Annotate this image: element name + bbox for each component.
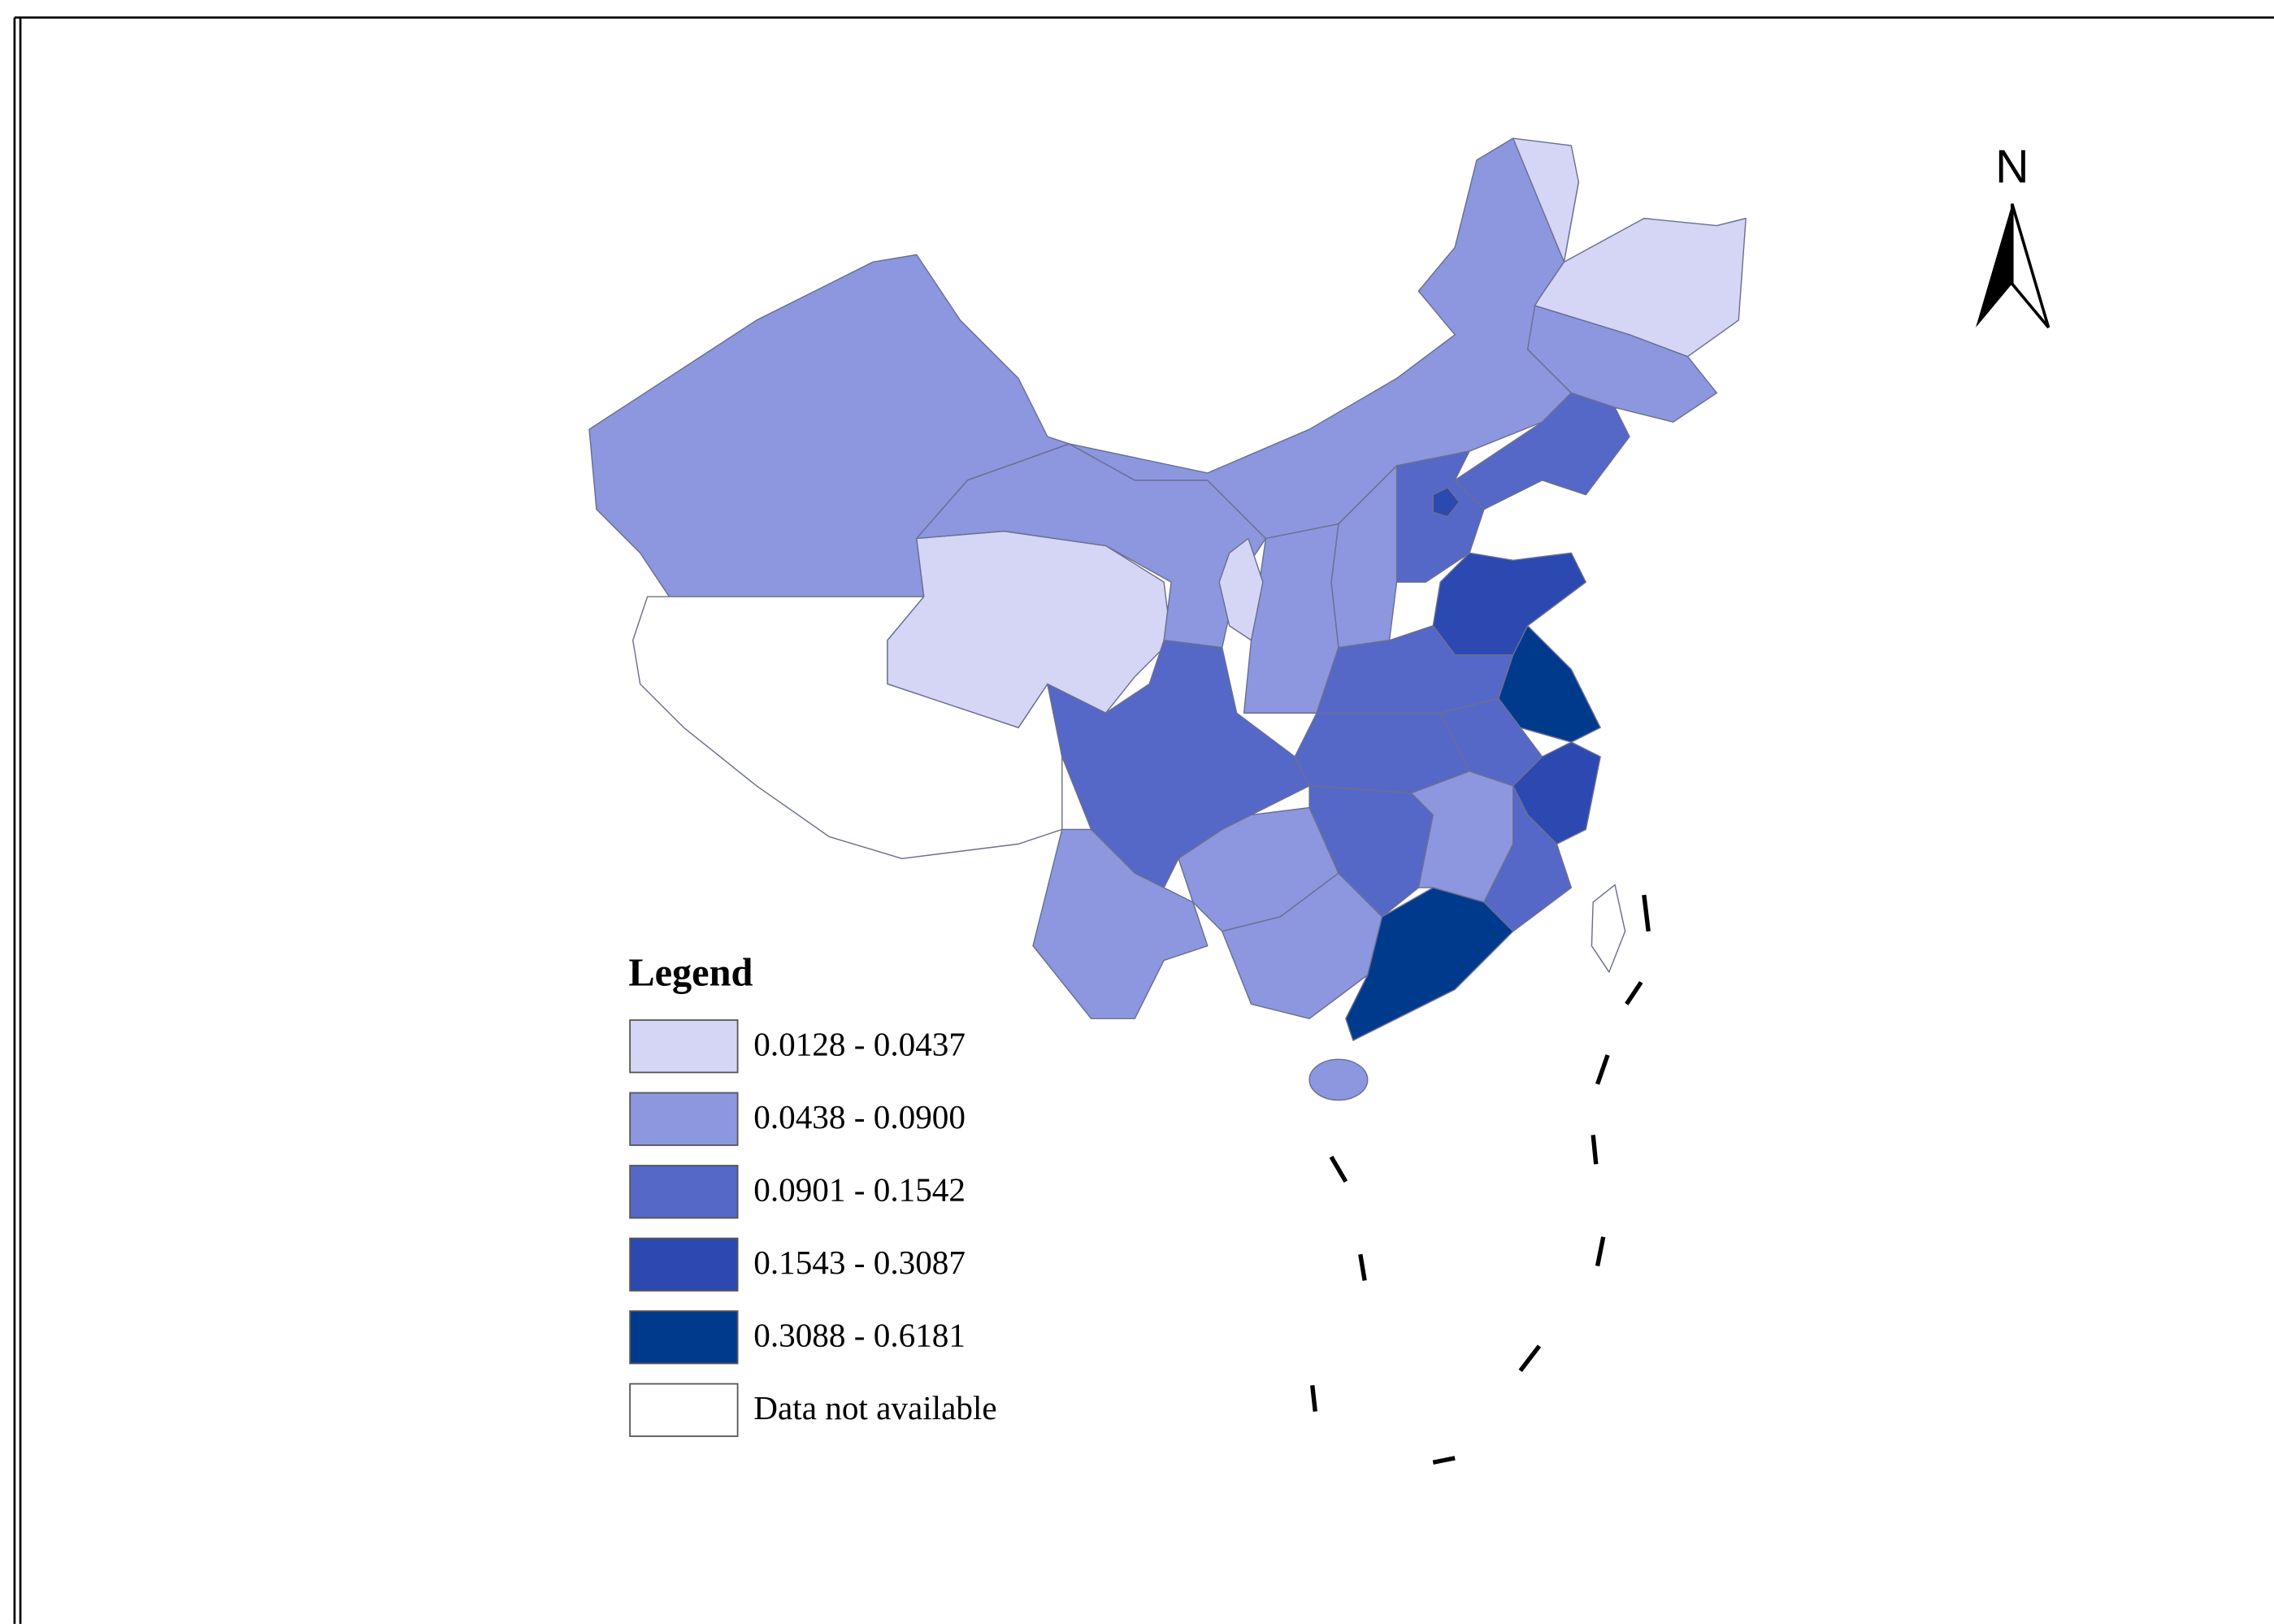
legend-swatch — [629, 1165, 739, 1219]
legend: Legend 0.0128 - 0.0437 0.0438 - 0.0900 0.0… — [628, 951, 997, 1437]
region — [1512, 137, 1747, 358]
province-map — [588, 137, 1747, 1101]
legend-label: 0.0438 - 0.0900 — [753, 1098, 966, 1135]
legend-label: 0.1543 - 0.3087 — [753, 1244, 966, 1281]
legend-title: Legend — [628, 951, 753, 994]
legend-label: 0.0128 - 0.0437 — [753, 1025, 966, 1062]
legend-label: 0.3088 - 0.6181 — [753, 1316, 966, 1353]
north-label: N — [1995, 141, 2029, 193]
legend-swatch — [629, 1092, 739, 1146]
legend-swatch — [629, 1237, 739, 1292]
region — [1432, 487, 1460, 518]
legend-label: Data not available — [753, 1389, 996, 1426]
south-china-sea-boundary — [1310, 894, 1651, 1465]
legend-swatch — [629, 1019, 739, 1074]
region — [1590, 884, 1626, 973]
region — [1345, 887, 1514, 1041]
north-arrow-right — [2010, 203, 2051, 329]
region — [1483, 785, 1573, 932]
region — [1308, 1058, 1369, 1101]
region — [1032, 828, 1209, 1019]
region — [1218, 537, 1264, 641]
region — [1454, 392, 1630, 510]
legend-label: 0.0901 - 0.1542 — [753, 1170, 966, 1208]
legend-swatch — [629, 1383, 739, 1437]
region — [1526, 305, 1718, 423]
legend-swatch — [629, 1310, 739, 1365]
